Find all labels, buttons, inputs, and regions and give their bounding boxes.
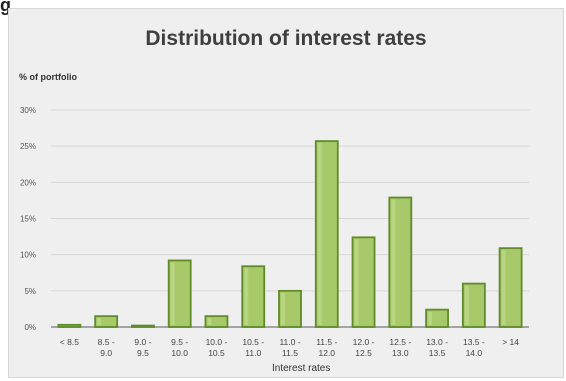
- x-tick-label-5-line-1: 10.0 -: [206, 337, 228, 347]
- bar-highlight-12: [464, 285, 469, 325]
- bar-1: [57, 323, 82, 328]
- x-tick-label-2-line-2: 9.0: [100, 348, 112, 358]
- x-tick-label-4-line-2: 10.0: [171, 348, 188, 358]
- bar-highlight-11: [428, 311, 433, 325]
- x-tick-label-6-line-2: 11.0: [245, 348, 261, 358]
- x-tick-label-12-line-1: 13.5 -: [463, 337, 485, 347]
- x-tick-label-9-line-2: 12.5: [355, 348, 372, 358]
- bar-highlight-9: [354, 239, 359, 325]
- x-tick-label-10-line-1: 12.5 -: [389, 337, 411, 347]
- chart-card: Distribution of interest rates % of port…: [8, 8, 564, 378]
- y-tick-label-3: 15%: [20, 215, 36, 224]
- chart-title: Distribution of interest rates: [145, 27, 427, 50]
- bar-highlight-7: [281, 292, 285, 325]
- x-axis-title: Interest rates: [272, 363, 331, 374]
- bar-5: [204, 315, 229, 328]
- bar-highlight-8: [317, 143, 322, 325]
- y-tick-label-5: 25%: [20, 142, 36, 151]
- bar-highlight-10: [391, 199, 396, 325]
- x-tick-label-13-line-1: > 14: [502, 337, 519, 347]
- x-tick-label-3-line-2: 9.5: [137, 348, 149, 358]
- y-tick-label-4: 20%: [20, 178, 36, 187]
- y-tick-label-2: 10%: [20, 251, 36, 260]
- bar-highlight-4: [170, 262, 175, 325]
- x-tick-label-7-line-1: 11.0 -: [279, 337, 300, 347]
- x-tick-label-10-line-2: 13.0: [392, 348, 409, 358]
- y-tick-label-6: 30%: [20, 106, 36, 115]
- x-tick-label-2-line-1: 8.5 -: [98, 337, 115, 347]
- y-tick-label-1: 5%: [24, 287, 36, 296]
- x-tick-label-4-line-1: 9.5 -: [171, 337, 188, 347]
- x-tick-label-7-line-2: 11.5: [282, 348, 298, 358]
- x-tick-label-12-line-2: 14.0: [466, 348, 483, 358]
- y-axis-title: % of portfolio: [19, 72, 77, 82]
- x-tick-label-8-line-1: 11.5 -: [316, 337, 337, 347]
- x-tick-label-8-line-2: 12.0: [318, 348, 335, 358]
- bar-highlight-6: [244, 268, 249, 325]
- bar-3: [131, 324, 155, 328]
- x-tick-label-6-line-1: 10.5 -: [242, 337, 264, 347]
- bar-2: [94, 315, 119, 328]
- x-tick-label-1-line-1: < 8.5: [60, 337, 79, 347]
- x-tick-label-9-line-1: 12.0 -: [353, 337, 375, 347]
- interest-rate-chart: 0%5%10%15%20%25%30%< 8.5 8.5 -9.09.0 -9.5…: [20, 106, 529, 358]
- y-tick-label-0: 0%: [24, 323, 36, 332]
- bar-highlight-2: [97, 318, 102, 325]
- x-tick-label-11-line-2: 13.5: [429, 348, 446, 358]
- x-tick-label-11-line-1: 13.0 -: [426, 337, 448, 347]
- x-tick-label-3-line-1: 9.0 -: [134, 337, 151, 347]
- bar-highlight-13: [501, 250, 506, 325]
- corner-label: g: [0, 0, 11, 15]
- bar-highlight-5: [207, 318, 212, 325]
- x-tick-label-5-line-2: 10.5: [208, 348, 225, 358]
